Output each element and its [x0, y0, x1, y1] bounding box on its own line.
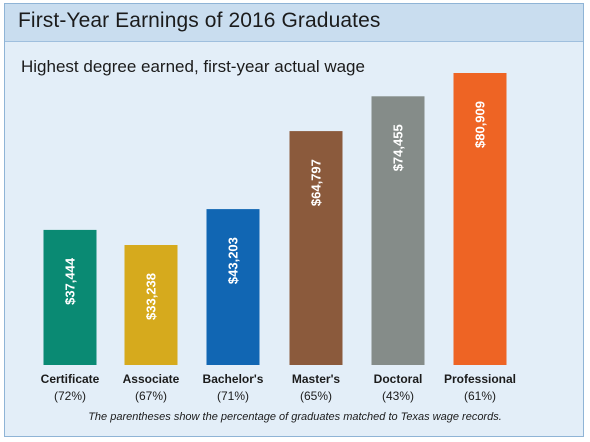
category-label: Master's: [292, 372, 341, 386]
bar-masters: [289, 131, 343, 365]
category-label: Bachelor's: [203, 372, 264, 386]
title-bar: First-Year Earnings of 2016 Graduates: [5, 4, 583, 42]
value-label: $33,238: [144, 273, 159, 320]
value-label: $37,444: [63, 257, 78, 305]
category-note: (65%): [300, 389, 332, 403]
bar-certificate: [43, 229, 97, 365]
category-note: (43%): [382, 389, 414, 403]
bar-bachelors: [206, 209, 260, 365]
category-note: (71%): [217, 389, 249, 403]
value-label: $80,909: [473, 101, 488, 148]
category-label: Certificate: [41, 372, 100, 386]
category-note: (61%): [464, 389, 496, 403]
value-label: $74,455: [391, 124, 406, 171]
bar-doctoral: [371, 96, 425, 366]
category-label: Associate: [123, 372, 180, 386]
bar-associate: [124, 245, 178, 365]
chart-title: First-Year Earnings of 2016 Graduates: [18, 9, 381, 32]
value-label: $43,203: [226, 237, 241, 284]
chart-subtitle: Highest degree earned, first-year actual…: [21, 57, 365, 76]
value-label: $64,797: [309, 159, 324, 206]
category-note: (72%): [54, 389, 86, 403]
bar-professional: [453, 73, 507, 365]
category-label: Professional: [444, 372, 516, 386]
category-label: Doctoral: [374, 372, 423, 386]
category-note: (67%): [135, 389, 167, 403]
chart-footnote: The parentheses show the percentage of g…: [88, 411, 502, 423]
